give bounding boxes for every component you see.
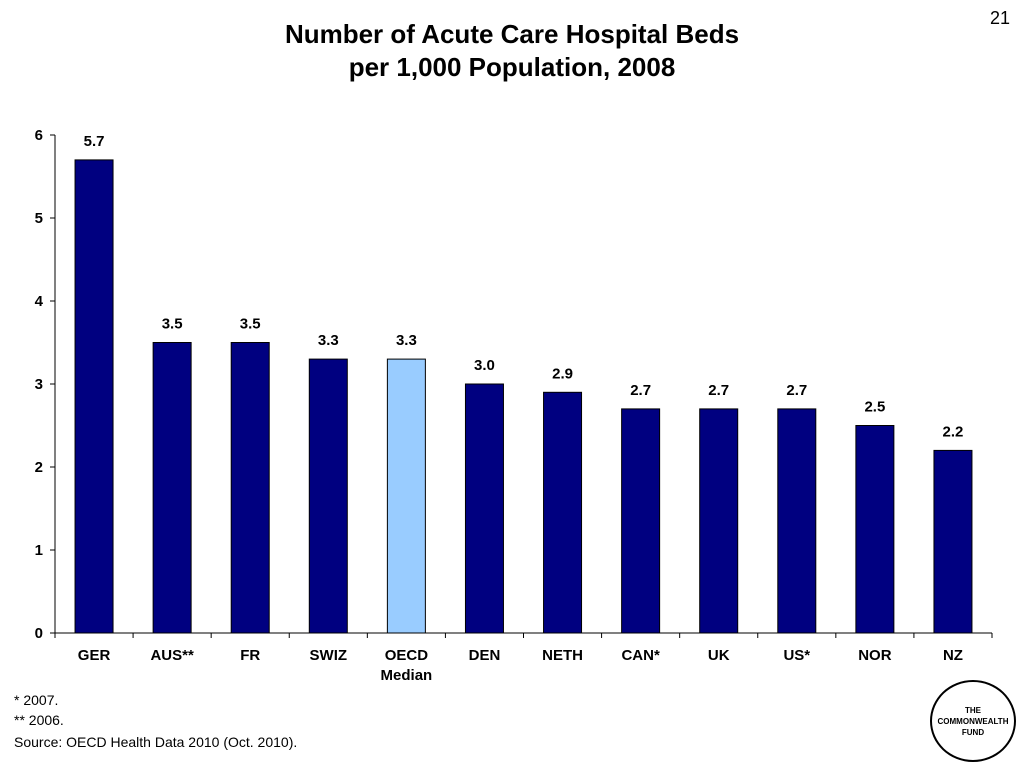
x-tick-label: GER xyxy=(78,647,111,664)
x-tick-label: FR xyxy=(240,647,260,664)
x-tick-label: SWIZ xyxy=(310,647,348,664)
bar xyxy=(933,449,973,634)
bar-value-label: 3.3 xyxy=(318,332,339,349)
x-tick-label: US* xyxy=(783,647,810,664)
x-tick-label: AUS** xyxy=(150,647,194,664)
bar-value-label: 2.7 xyxy=(630,382,651,399)
y-tick-label: 0 xyxy=(35,625,43,642)
bar xyxy=(74,159,114,634)
bar xyxy=(464,383,504,634)
x-tick-label: DEN xyxy=(469,647,501,664)
source-note: Source: OECD Health Data 2010 (Oct. 2010… xyxy=(14,734,298,750)
y-tick-label: 1 xyxy=(35,542,43,559)
footnote-1: * 2007. xyxy=(14,692,59,708)
y-tick-label: 2 xyxy=(35,459,43,476)
slide-number: 21 xyxy=(989,8,1010,28)
bar xyxy=(152,342,192,634)
bar xyxy=(230,342,270,634)
bar-value-label: 3.5 xyxy=(162,316,183,333)
logo-line-3: FUND xyxy=(961,727,985,737)
logo-line-2: COMMONWEALTH xyxy=(937,716,1009,726)
commonwealth-fund-logo: THE COMMONWEALTH FUND xyxy=(930,680,1016,762)
x-tick-label: CAN* xyxy=(621,647,659,664)
x-tick-label: NETH xyxy=(542,647,583,664)
bar-value-label: 2.7 xyxy=(708,382,729,399)
y-tick-label: 6 xyxy=(35,127,43,144)
bar xyxy=(621,408,661,634)
logo-line-1: THE xyxy=(965,705,981,715)
y-tick-label: 3 xyxy=(35,376,43,393)
footnote-2: ** 2006. xyxy=(14,712,64,728)
chart-title-line-1: Number of Acute Care Hospital Beds xyxy=(284,19,740,49)
chart-title: Number of Acute Care Hospital Beds per 1… xyxy=(0,18,1024,84)
bar-value-label: 2.9 xyxy=(552,365,573,382)
bar xyxy=(543,391,583,634)
bar-value-label: 5.7 xyxy=(84,133,105,150)
bar-value-label: 2.2 xyxy=(943,423,964,440)
bar xyxy=(699,408,739,634)
bar xyxy=(855,425,895,634)
bar-value-label: 2.5 xyxy=(864,399,885,416)
bar-value-label: 2.7 xyxy=(786,382,807,399)
footnotes: * 2007. ** 2006. Source: OECD Health Dat… xyxy=(14,690,297,752)
x-tick-label: UK xyxy=(708,647,730,664)
x-tick-label: NZ xyxy=(943,647,963,664)
bar-value-label: 3.5 xyxy=(240,316,261,333)
chart-title-line-2: per 1,000 Population, 2008 xyxy=(348,52,676,82)
bar xyxy=(308,358,348,634)
x-tick-label: OECD Median xyxy=(381,647,433,684)
bar-chart: 0 1 2 3 4 5 6 5.7 GER 3.5 AUS** 3.5 FR 3.3 SWIZ 3.3 OECD… xyxy=(35,127,993,684)
bar xyxy=(386,358,426,634)
bar-value-label: 3.3 xyxy=(396,332,417,349)
bar xyxy=(777,408,817,634)
y-tick-label: 5 xyxy=(35,210,43,227)
y-tick-label: 4 xyxy=(35,293,44,310)
x-tick-label: NOR xyxy=(858,647,892,664)
bar-value-label: 3.0 xyxy=(474,357,495,374)
